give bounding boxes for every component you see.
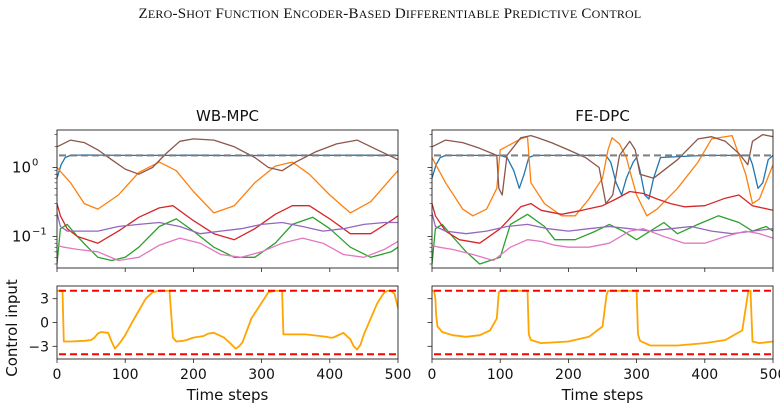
- series-line-0: [57, 289, 398, 351]
- axes-frame: [56, 129, 399, 269]
- y-tick-exponent: −1: [32, 227, 47, 238]
- x-tick-label: 300: [248, 367, 275, 383]
- x-tick-label: 400: [316, 367, 343, 383]
- series-line-6: [432, 228, 773, 262]
- y-tick-label: 10: [12, 159, 31, 177]
- chart-title: WB-MPC: [196, 107, 259, 125]
- x-axis-label: Time steps: [561, 386, 644, 404]
- series-line-1: [57, 161, 398, 214]
- x-tick-label: 0: [53, 367, 62, 383]
- series-line-4: [57, 212, 398, 235]
- series-line-2: [57, 216, 398, 265]
- series-line-0: [57, 154, 398, 179]
- axes-frame: [431, 285, 774, 360]
- series-line-3: [432, 190, 773, 244]
- y-tick-label: −3: [28, 339, 49, 355]
- y-tick-label: 10: [12, 228, 31, 246]
- x-tick-label: 300: [623, 367, 650, 383]
- x-tick-label: 200: [180, 367, 207, 383]
- chart-title: FE-DPC: [575, 107, 630, 125]
- series-line-6: [57, 237, 398, 262]
- x-tick-label: 100: [487, 367, 514, 383]
- x-axis-label: Time steps: [186, 386, 269, 404]
- x-tick-label: 400: [691, 367, 718, 383]
- x-tick-label: 0: [428, 367, 437, 383]
- chart-panel-top-right: FE-DPC: [427, 107, 774, 272]
- x-tick-label: 100: [112, 367, 139, 383]
- x-tick-label: 200: [555, 367, 582, 383]
- series-line-1: [432, 134, 773, 217]
- page-header: ZERO-SHOT FUNCTION ENCODER-BASED DIFFERE…: [0, 6, 780, 23]
- header-title: ZERO-SHOT FUNCTION ENCODER-BASED DIFFERE…: [138, 6, 642, 22]
- x-tick-label: 500: [385, 367, 412, 383]
- series-line-0: [432, 289, 773, 347]
- axes-frame: [431, 129, 774, 269]
- series-line-2: [432, 213, 773, 265]
- axes-frame: [56, 285, 399, 360]
- x-tick-label: 500: [760, 367, 780, 383]
- y-tick-exponent: 0: [32, 158, 38, 169]
- y-axis-label: Control input: [3, 279, 21, 377]
- series-line-4: [432, 212, 773, 235]
- series-line-5: [57, 138, 398, 175]
- chart-panel-bottom-right: 0 100 200 300 400 500 Time steps: [427, 285, 780, 404]
- y-tick-label: 3: [40, 292, 49, 308]
- series-line-5: [432, 133, 773, 205]
- y-tick-label: 0: [40, 316, 49, 332]
